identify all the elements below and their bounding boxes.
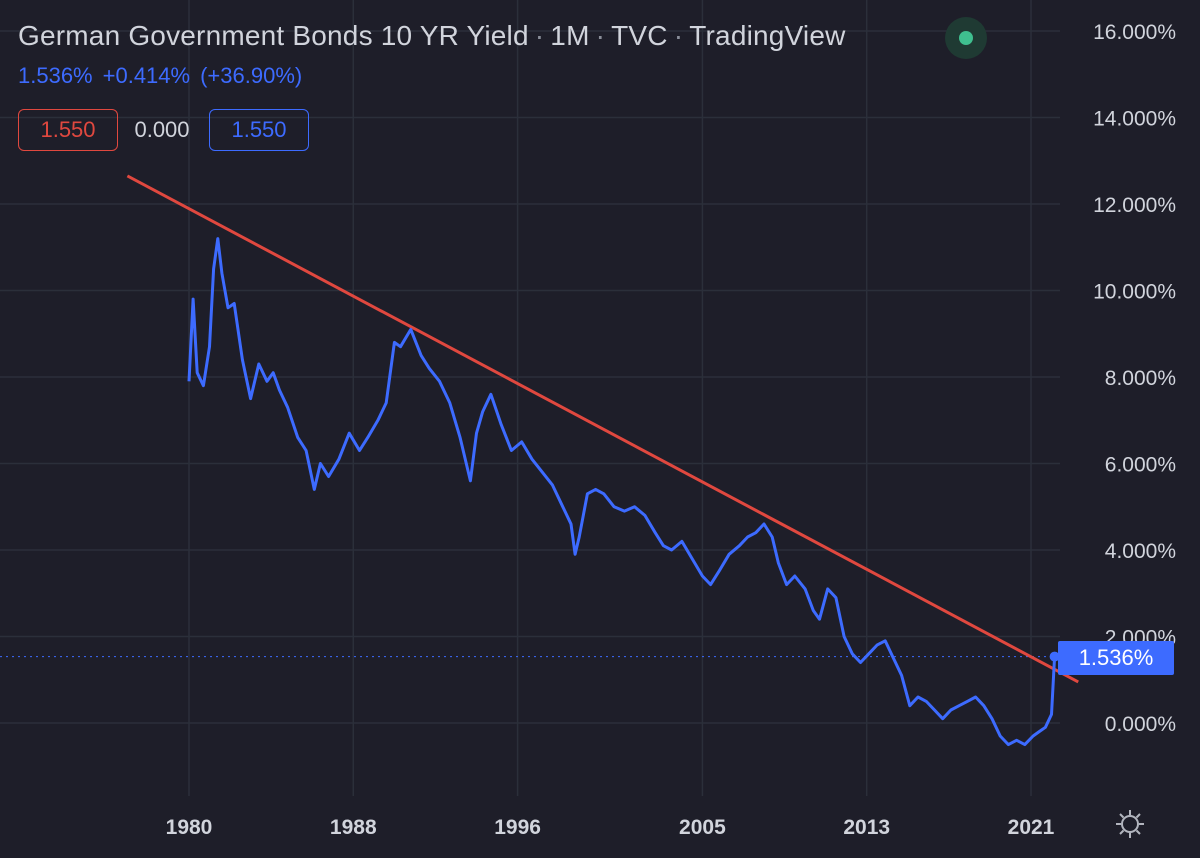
last-point: [1049, 651, 1060, 662]
legend-separator: ·: [534, 20, 545, 51]
live-status-icon: [945, 17, 987, 59]
x-axis[interactable]: 1980 1988 1996 2005 2013 2021: [166, 816, 1055, 839]
change-line: 1.536% +0.414% (+36.90%): [18, 63, 312, 89]
x-tick-label: 2021: [1008, 816, 1055, 839]
change-pct: (+36.90%): [200, 63, 303, 88]
last-price-tag: 1.536%: [1058, 641, 1174, 675]
grid: [0, 0, 1060, 796]
y-tick-label: 10.000%: [1093, 281, 1176, 304]
yield-series-line: [187, 237, 1057, 747]
symbol-title: German Government Bonds 10 YR Yield: [18, 20, 529, 51]
y-tick-label: 0.000%: [1105, 713, 1176, 736]
x-tick-label: 1980: [166, 816, 213, 839]
provider-label: TradingView: [689, 20, 846, 51]
y-tick-label: 16.000%: [1093, 21, 1176, 44]
y-axis[interactable]: 16.000% 14.000% 12.000% 10.000% 8.000% 6.000%…: [1093, 21, 1176, 736]
chart-legend[interactable]: German Government Bonds 10 YR Yield · 1M · T…: [18, 20, 846, 52]
y-tick-label: 4.000%: [1105, 540, 1176, 563]
x-tick-label: 1996: [494, 816, 541, 839]
y-tick-label: 6.000%: [1105, 454, 1176, 477]
legend-separator: ·: [673, 20, 684, 51]
gear-icon[interactable]: [1114, 808, 1146, 840]
interval-label: 1M: [550, 20, 590, 51]
last-value: 1.536%: [18, 63, 93, 88]
plain-value: 0.000: [134, 117, 190, 142]
trendline[interactable]: [126, 174, 1079, 684]
source-label: TVC: [611, 20, 668, 51]
series-value-box[interactable]: 1.550: [209, 109, 309, 151]
x-tick-label: 2013: [843, 816, 890, 839]
live-status-dot: [959, 31, 973, 45]
y-tick-label: 14.000%: [1093, 108, 1176, 131]
change-abs: +0.414%: [102, 63, 191, 88]
x-tick-label: 1988: [330, 816, 377, 839]
legend-separator: ·: [595, 20, 606, 51]
trendline-value-box[interactable]: 1.550: [18, 109, 118, 151]
y-tick-label: 12.000%: [1093, 194, 1176, 217]
x-tick-label: 2005: [679, 816, 726, 839]
y-tick-label: 8.000%: [1105, 367, 1176, 390]
